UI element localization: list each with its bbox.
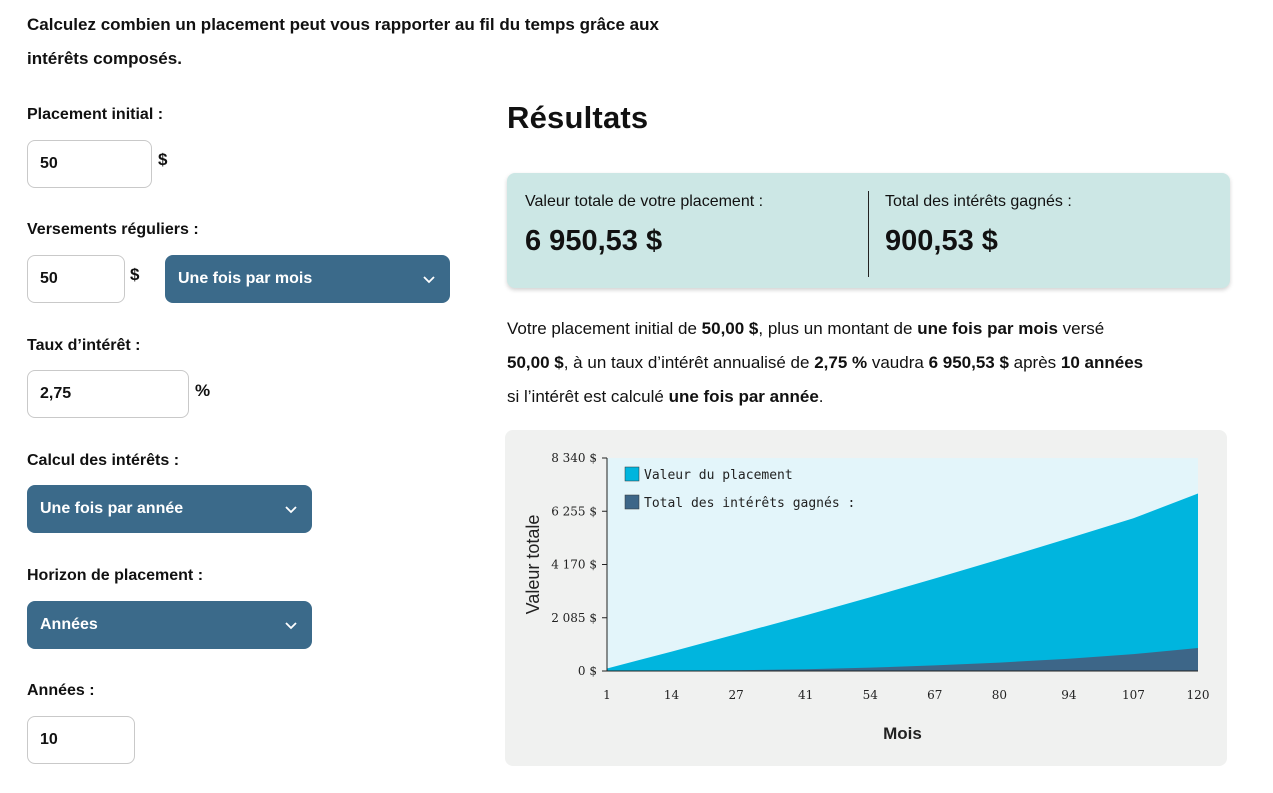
y-tick-label: 0 $ <box>578 664 597 678</box>
desc-text: , à un taux d’intérêt annualisé de <box>563 353 815 372</box>
desc-initial-amount: 50,00 $ <box>701 319 759 338</box>
initial-amount-input[interactable] <box>27 140 152 188</box>
intro-text: Calculez combien un placement peut vous … <box>27 8 747 76</box>
x-tick-label: 41 <box>798 688 813 702</box>
intro-line-2: intérêts composés. <box>27 49 182 68</box>
interest-rate-unit: % <box>195 381 211 400</box>
x-tick-label: 14 <box>664 688 680 702</box>
total-value-block: Valeur totale de votre placement : 6 950… <box>525 193 763 258</box>
results-description: Votre placement initial de 50,00 $, plus… <box>507 312 1237 414</box>
x-tick-label: 54 <box>863 688 879 702</box>
legend-label-1: Total des intérêts gagnés : <box>644 496 855 511</box>
growth-chart: 0 $ 2 085 $ 4 170 $ 6 255 $ 8 340 $ 1 14 27 41 54… <box>505 430 1227 766</box>
summary-divider <box>868 191 869 277</box>
compounding-value: Une fois par année <box>40 500 184 517</box>
y-tick-label: 8 340 $ <box>551 451 597 465</box>
total-value-amount: 6 950,53 $ <box>525 225 663 257</box>
desc-rate: 2,75 % <box>814 353 868 372</box>
y-axis-label: Valeur totale <box>523 515 543 615</box>
desc-total: 6 950,53 $ <box>928 353 1009 372</box>
deposit-frequency-value: Une fois par mois <box>178 270 313 287</box>
results-summary-card: Valeur totale de votre placement : 6 950… <box>507 173 1230 288</box>
series-area-0 <box>607 493 1198 671</box>
x-tick-label: 1 <box>603 688 611 702</box>
chevron-down-icon <box>285 506 297 514</box>
initial-amount-unit: $ <box>158 150 168 169</box>
x-axis-label: Mois <box>883 724 922 743</box>
interest-rate-label: Taux d’intérêt : <box>27 337 141 354</box>
x-tick-label: 27 <box>728 688 743 702</box>
desc-text: vaudra <box>867 353 929 372</box>
desc-frequency: une fois par mois <box>917 319 1058 338</box>
compounding-select[interactable]: Une fois par année <box>27 485 312 533</box>
y-tick-label: 6 255 $ <box>551 504 597 518</box>
interest-rate-input[interactable] <box>27 370 189 418</box>
desc-text: après <box>1008 353 1061 372</box>
years-input[interactable] <box>27 716 135 764</box>
chevron-down-icon <box>285 622 297 630</box>
legend-swatch-0 <box>624 466 640 482</box>
regular-deposit-unit: $ <box>130 265 140 284</box>
x-tick-label: 120 <box>1187 688 1210 702</box>
y-tick-label: 4 170 $ <box>551 558 597 572</box>
desc-compounding: une fois par année <box>668 387 819 406</box>
horizon-value: Années <box>40 616 98 633</box>
horizon-label: Horizon de placement : <box>27 567 204 584</box>
intro-line-1: Calculez combien un placement peut vous … <box>27 15 659 34</box>
desc-deposit-amount: 50,00 $ <box>507 353 564 372</box>
desc-text: si l’intérêt est calculé <box>507 387 669 406</box>
interest-earned-amount: 900,53 $ <box>885 225 998 257</box>
chart-svg: 0 $ 2 085 $ 4 170 $ 6 255 $ 8 340 $ 1 14 27 41 54… <box>523 451 1210 743</box>
deposit-frequency-select[interactable]: Une fois par mois <box>165 255 450 303</box>
results-title: Résultats <box>507 100 649 135</box>
interest-earned-label: Total des intérêts gagnés : <box>885 193 1072 210</box>
x-tick-label: 67 <box>927 688 942 702</box>
desc-text: , plus un montant de <box>758 319 918 338</box>
desc-text: versé <box>1057 319 1105 338</box>
total-value-label: Valeur totale de votre placement : <box>525 193 764 210</box>
x-tick-label: 80 <box>992 688 1007 702</box>
regular-deposit-label: Versements réguliers : <box>27 221 199 238</box>
x-tick-label: 107 <box>1122 688 1145 702</box>
horizon-select[interactable]: Années <box>27 601 312 649</box>
regular-deposit-input[interactable] <box>27 255 125 303</box>
desc-text: Votre placement initial de <box>507 319 702 338</box>
desc-years: 10 années <box>1060 353 1144 372</box>
series-area-1 <box>607 648 1198 671</box>
legend-swatch-1 <box>624 494 640 510</box>
legend-label-0: Valeur du placement <box>644 468 793 483</box>
chevron-down-icon <box>423 276 435 284</box>
y-tick-label: 2 085 $ <box>551 611 597 625</box>
interest-earned-block: Total des intérêts gagnés : 900,53 $ <box>885 193 1072 258</box>
compounding-label: Calcul des intérêts : <box>27 452 180 469</box>
desc-text: . <box>818 387 824 406</box>
years-label: Années : <box>27 682 95 699</box>
initial-amount-label: Placement initial : <box>27 106 164 123</box>
x-tick-label: 94 <box>1061 688 1077 702</box>
